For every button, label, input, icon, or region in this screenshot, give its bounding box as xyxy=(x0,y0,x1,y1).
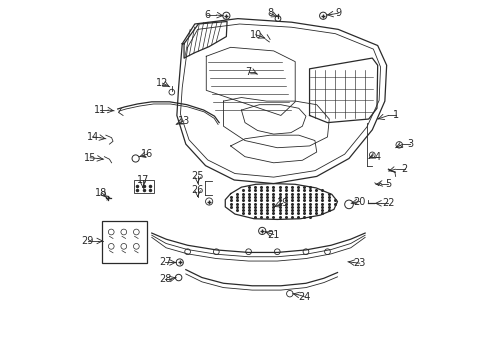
Text: 15: 15 xyxy=(84,153,96,163)
Text: 24: 24 xyxy=(298,292,310,302)
Text: 14: 14 xyxy=(86,132,98,142)
Text: 25: 25 xyxy=(192,171,204,181)
Text: 9: 9 xyxy=(335,8,342,18)
Text: 6: 6 xyxy=(204,10,210,20)
Text: 11: 11 xyxy=(94,105,106,115)
Text: 10: 10 xyxy=(249,30,262,40)
Text: 12: 12 xyxy=(156,78,169,88)
Text: 29: 29 xyxy=(82,236,94,246)
Text: 20: 20 xyxy=(354,197,366,207)
Text: 3: 3 xyxy=(407,139,413,149)
Text: 22: 22 xyxy=(382,198,394,208)
Text: 28: 28 xyxy=(159,274,171,284)
Text: 26: 26 xyxy=(192,185,204,195)
FancyBboxPatch shape xyxy=(134,180,154,193)
Text: 4: 4 xyxy=(375,152,381,162)
Text: 13: 13 xyxy=(178,116,190,126)
Text: 1: 1 xyxy=(392,111,399,121)
Text: 8: 8 xyxy=(267,8,273,18)
Text: 23: 23 xyxy=(354,258,366,268)
Text: 7: 7 xyxy=(245,67,252,77)
FancyBboxPatch shape xyxy=(102,221,147,263)
Text: 21: 21 xyxy=(268,230,280,239)
Text: 5: 5 xyxy=(385,179,392,189)
Text: 17: 17 xyxy=(137,175,149,185)
Text: 27: 27 xyxy=(159,257,171,267)
Text: 18: 18 xyxy=(96,188,108,198)
Text: 19: 19 xyxy=(276,198,289,208)
Text: 16: 16 xyxy=(141,149,153,159)
Text: 2: 2 xyxy=(401,164,408,174)
